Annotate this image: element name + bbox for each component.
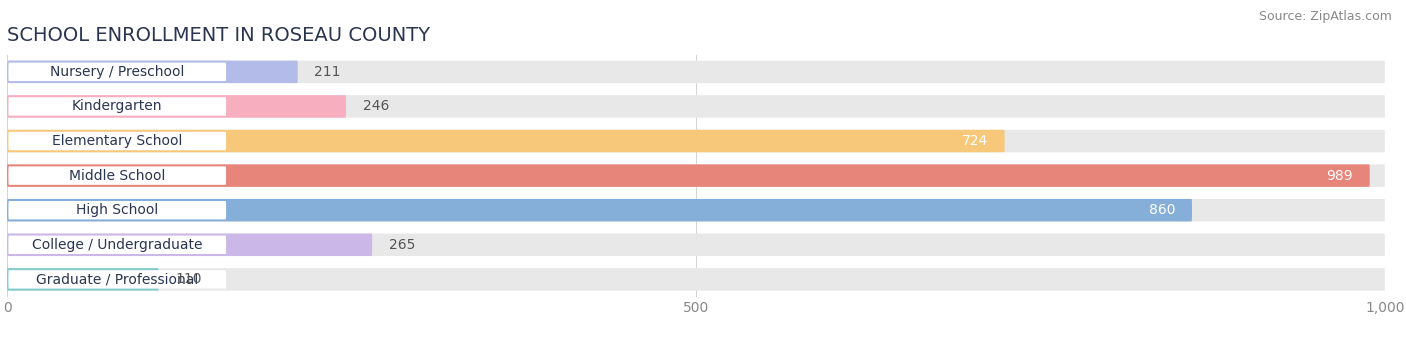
FancyBboxPatch shape (8, 63, 226, 81)
FancyBboxPatch shape (8, 236, 226, 254)
Text: 265: 265 (388, 238, 415, 252)
FancyBboxPatch shape (7, 61, 1385, 83)
FancyBboxPatch shape (7, 130, 1385, 152)
FancyBboxPatch shape (8, 166, 226, 185)
FancyBboxPatch shape (7, 95, 346, 118)
Text: College / Undergraduate: College / Undergraduate (32, 238, 202, 252)
Text: Kindergarten: Kindergarten (72, 100, 163, 114)
Text: Graduate / Professional: Graduate / Professional (37, 272, 198, 286)
Text: 724: 724 (962, 134, 988, 148)
Text: Elementary School: Elementary School (52, 134, 183, 148)
FancyBboxPatch shape (7, 130, 1005, 152)
Text: High School: High School (76, 203, 159, 217)
FancyBboxPatch shape (7, 61, 298, 83)
FancyBboxPatch shape (7, 268, 159, 291)
FancyBboxPatch shape (7, 199, 1192, 221)
FancyBboxPatch shape (7, 164, 1369, 187)
FancyBboxPatch shape (7, 95, 1385, 118)
FancyBboxPatch shape (8, 97, 226, 116)
Text: 211: 211 (315, 65, 340, 79)
Text: Source: ZipAtlas.com: Source: ZipAtlas.com (1258, 10, 1392, 23)
Text: Middle School: Middle School (69, 168, 166, 183)
Text: 989: 989 (1327, 168, 1353, 183)
Text: SCHOOL ENROLLMENT IN ROSEAU COUNTY: SCHOOL ENROLLMENT IN ROSEAU COUNTY (7, 26, 430, 45)
FancyBboxPatch shape (7, 164, 1385, 187)
FancyBboxPatch shape (8, 132, 226, 150)
FancyBboxPatch shape (7, 234, 373, 256)
FancyBboxPatch shape (7, 268, 1385, 291)
Text: Nursery / Preschool: Nursery / Preschool (51, 65, 184, 79)
Text: 246: 246 (363, 100, 389, 114)
FancyBboxPatch shape (7, 199, 1385, 221)
Text: 110: 110 (176, 272, 201, 286)
Text: 860: 860 (1149, 203, 1175, 217)
FancyBboxPatch shape (8, 270, 226, 288)
FancyBboxPatch shape (8, 201, 226, 219)
FancyBboxPatch shape (7, 234, 1385, 256)
